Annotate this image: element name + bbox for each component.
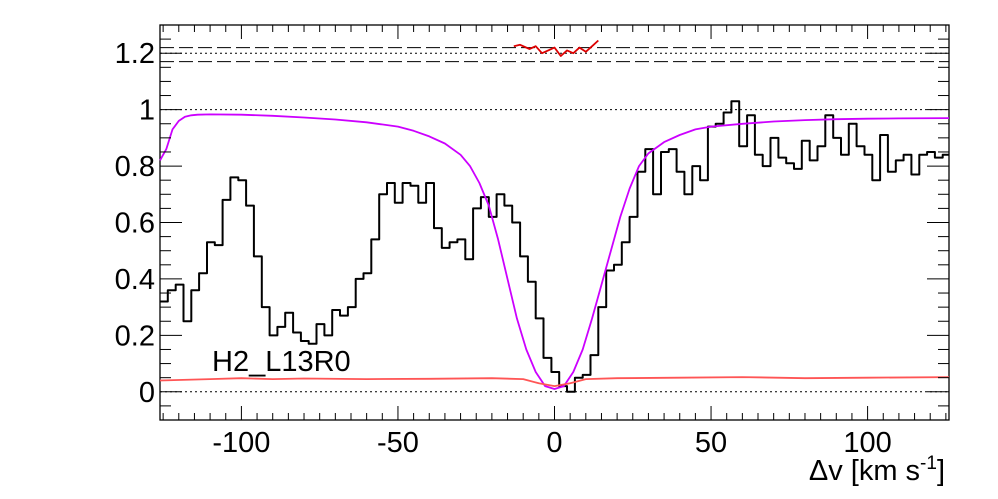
- data-series: [159, 39, 950, 393]
- y-tick-label: 0.2: [115, 320, 155, 352]
- x-axis-title-exponent: -1: [920, 453, 937, 474]
- x-tick-label: 100: [843, 427, 891, 459]
- series-line-2: [159, 113, 950, 390]
- y-tick-label: 0: [139, 377, 155, 409]
- reference-lines: [160, 47, 949, 393]
- y-tick-label: 0.6: [115, 208, 155, 240]
- x-tick-label: -50: [377, 427, 419, 459]
- y-tick-label: 0.4: [115, 264, 155, 296]
- x-axis-title-close: ]: [937, 455, 945, 487]
- y-tick-label: 1.2: [115, 38, 155, 70]
- series-line-1: [160, 100, 949, 393]
- series-line-4: [513, 39, 599, 57]
- x-tick-label: 50: [695, 427, 727, 459]
- y-tick-label: 0.8: [115, 151, 155, 183]
- x-axis-title: Δv [km s-1]: [809, 453, 945, 487]
- x-axis-title-main: Δv [km s: [809, 455, 920, 487]
- line-annotation: H2_L13R0: [212, 346, 351, 378]
- x-tick-label: 0: [546, 427, 562, 459]
- x-tick-label: -100: [212, 427, 270, 459]
- y-tick-label: 1: [139, 95, 155, 127]
- axis-ticks: [160, 24, 949, 421]
- series-line-3: [159, 376, 950, 387]
- x-tick-labels: -100 -50 0 50 100: [212, 427, 891, 459]
- y-tick-labels: 0 0.2 0.4 0.6 0.8 1 1.2: [115, 38, 155, 409]
